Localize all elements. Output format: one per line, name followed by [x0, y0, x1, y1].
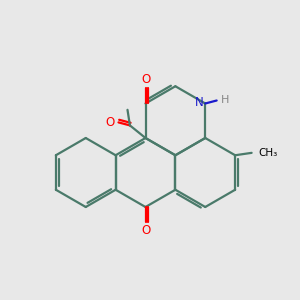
Text: O: O [106, 116, 115, 129]
Text: H: H [221, 95, 230, 106]
Text: CH₃: CH₃ [258, 148, 278, 158]
Text: N: N [195, 96, 204, 110]
Text: O: O [141, 224, 150, 237]
Text: O: O [141, 73, 150, 86]
